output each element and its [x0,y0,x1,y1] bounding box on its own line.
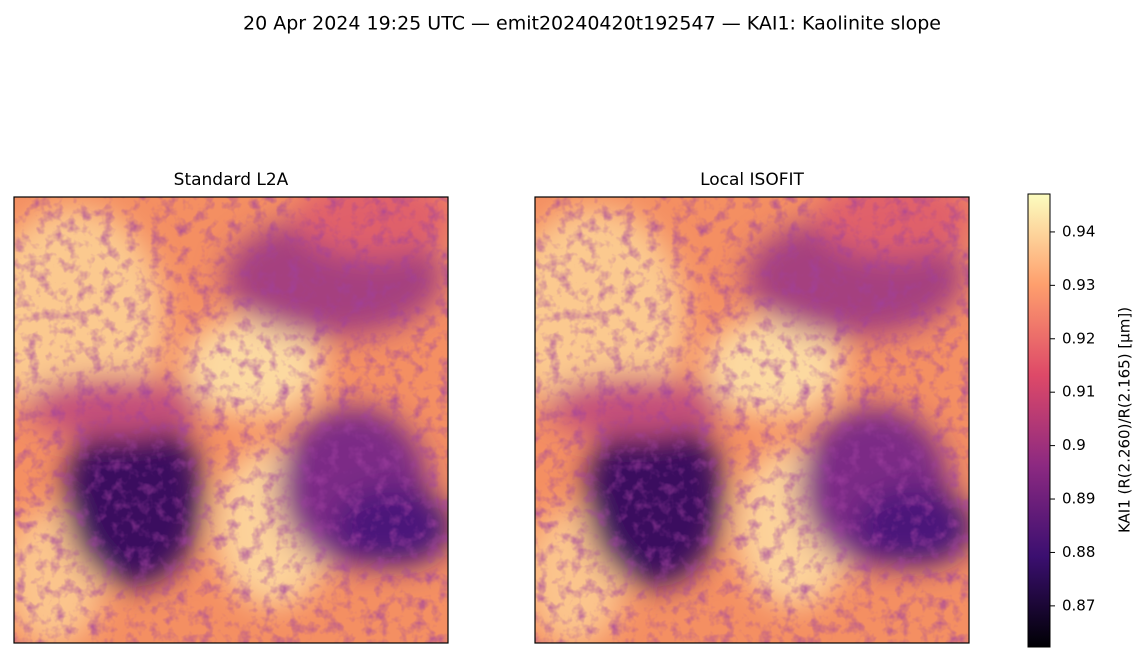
colorbar-label: KAI1 (R(2.260)/R(2.165) [µm]) [1116,307,1134,533]
colorbar-tick-label: 0.91 [1062,383,1095,401]
colorbar-tick-label: 0.92 [1062,329,1095,347]
colorbar-tick-label: 0.9 [1062,436,1086,454]
colorbar-tick-label: 0.87 [1062,596,1095,614]
image-panel [505,177,975,647]
panel-title: Standard L2A [174,170,289,190]
colorbar [1027,193,1051,648]
colorbar-tick-label: 0.94 [1062,222,1095,240]
colorbar-tick-label: 0.89 [1062,490,1095,508]
figure-title: 20 Apr 2024 19:25 UTC — emit20240420t192… [243,13,941,35]
image-panel [0,177,454,647]
colorbar-tick-label: 0.93 [1062,276,1095,294]
panel-title: Local ISOFIT [700,170,804,190]
colorbar-tick-label: 0.88 [1062,543,1095,561]
